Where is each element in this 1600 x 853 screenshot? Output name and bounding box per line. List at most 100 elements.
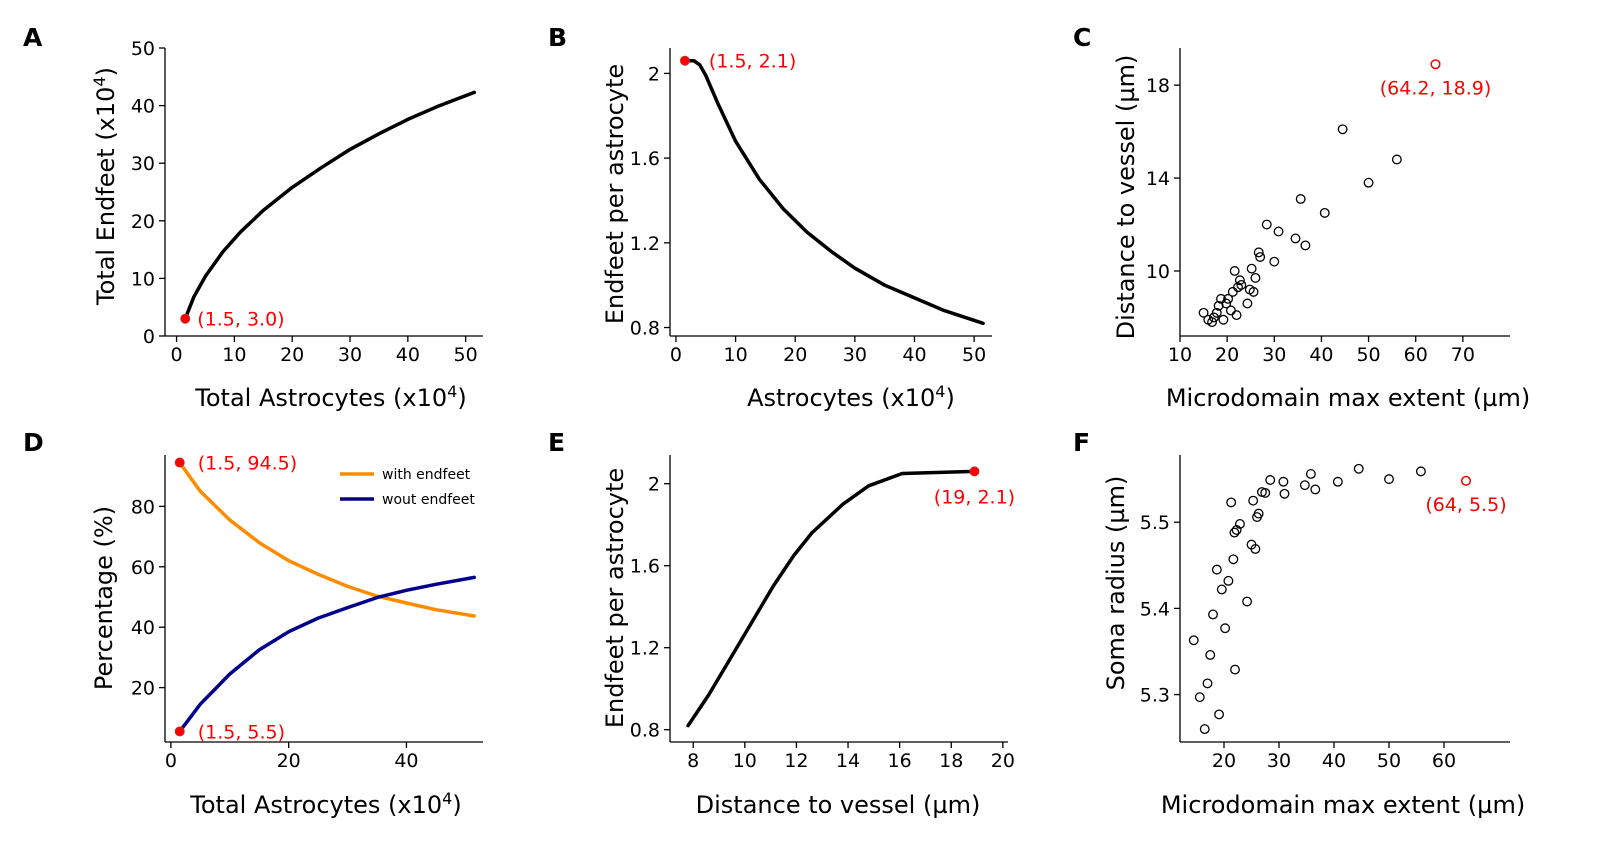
scatter-point-f bbox=[1242, 596, 1253, 607]
scatter-point-c bbox=[1253, 247, 1264, 258]
highlight-label-c: (64.2, 18.9) bbox=[1380, 77, 1492, 99]
x-tick-label-c: 70 bbox=[1451, 344, 1475, 366]
scatter-point-f bbox=[1214, 709, 1225, 720]
x-tick-label-b: 30 bbox=[843, 344, 867, 366]
x-tick-label-f: 30 bbox=[1267, 750, 1291, 772]
scatter-point-f bbox=[1199, 724, 1210, 735]
scatter-point-f bbox=[1310, 484, 1321, 495]
x-tick-label-d: 20 bbox=[277, 750, 301, 772]
x-tick-label-e: 16 bbox=[888, 750, 912, 772]
x-tick-label-d: 40 bbox=[394, 750, 418, 772]
scatter-point-f bbox=[1228, 554, 1239, 565]
x-tick-label-b: 10 bbox=[723, 344, 747, 366]
x-tick-label-c: 50 bbox=[1356, 344, 1380, 366]
scatter-point-c bbox=[1273, 226, 1284, 237]
highlight-label-d: (1.5, 5.5) bbox=[198, 721, 285, 743]
x-tick-label-b: 0 bbox=[670, 344, 682, 366]
x-tick-label-c: 60 bbox=[1404, 344, 1428, 366]
x-tick-label-e: 8 bbox=[687, 750, 699, 772]
scatter-point-c bbox=[1248, 286, 1259, 297]
scatter-point-c bbox=[1211, 307, 1222, 318]
x-tick-label-b: 50 bbox=[962, 344, 986, 366]
y-tick-label-a: 10 bbox=[131, 268, 155, 290]
x-tick-label-b: 40 bbox=[902, 344, 926, 366]
panel-f-plot: 20 30 40 50 60 5.3 5.4 5.5 (64, 5.5) bbox=[1140, 455, 1510, 772]
highlight-point-c bbox=[1430, 59, 1441, 70]
scatter-point-c bbox=[1207, 317, 1218, 328]
legend-label-with-endfeet: with endfeet bbox=[382, 467, 471, 483]
highlight-point-b bbox=[679, 55, 690, 66]
y-tick-label-f: 5.3 bbox=[1140, 685, 1170, 707]
scatter-point-c bbox=[1242, 298, 1253, 309]
panel-a-plot: 0 10 20 30 40 50 0 10 20 30 40 50 (1.5, 3.0) bbox=[131, 38, 483, 366]
y-axis-title-c: Distance to vessel (µm) bbox=[1112, 55, 1140, 340]
y-tick-label-a: 0 bbox=[143, 326, 155, 348]
x-axis-title-f: Microdomain max extent (µm) bbox=[1161, 791, 1525, 819]
x-tick-label-f: 40 bbox=[1322, 750, 1346, 772]
y-tick-label-c: 10 bbox=[1146, 261, 1170, 283]
scatter-point-c bbox=[1223, 293, 1234, 304]
scatter-point-c bbox=[1227, 286, 1238, 297]
scatter-point-f bbox=[1332, 476, 1343, 487]
x-tick-label-b: 20 bbox=[783, 344, 807, 366]
scatter-point-f bbox=[1226, 497, 1237, 508]
panel-b-plot: 0 10 20 30 40 50 0.8 1.2 1.6 2 (1.5, 2.1) bbox=[630, 48, 992, 366]
panel-c-plot: 10 20 30 40 50 60 70 10 14 18 (64.2, 18.9) bbox=[1146, 48, 1510, 366]
x-axis-title-e: Distance to vessel (µm) bbox=[696, 791, 981, 819]
y-tick-label-b: 0.8 bbox=[630, 318, 660, 340]
panel-letter-a: A bbox=[23, 23, 43, 52]
scatter-point-f bbox=[1229, 527, 1240, 538]
x-tick-label-a: 50 bbox=[454, 344, 478, 366]
scatter-point-c bbox=[1198, 307, 1209, 318]
scatter-point-f bbox=[1216, 584, 1227, 595]
series-line-a bbox=[183, 90, 477, 321]
x-tick-label-c: 40 bbox=[1309, 344, 1333, 366]
x-tick-label-e: 18 bbox=[939, 750, 963, 772]
y-tick-label-d: 20 bbox=[131, 678, 155, 700]
scatter-point-f bbox=[1260, 487, 1271, 498]
highlight-point-d bbox=[174, 457, 185, 468]
x-tick-label-a: 30 bbox=[338, 344, 362, 366]
x-tick-label-a: 10 bbox=[222, 344, 246, 366]
scatter-point-c bbox=[1236, 279, 1247, 290]
scatter-point-f bbox=[1384, 474, 1394, 485]
y-tick-label-b: 2 bbox=[648, 63, 660, 85]
highlight-point-f bbox=[1460, 475, 1472, 486]
panel-letter-f: F bbox=[1073, 428, 1090, 457]
scatter-point-c bbox=[1391, 154, 1402, 165]
scatter-point-f bbox=[1230, 664, 1240, 675]
x-tick-label-d: 0 bbox=[165, 750, 177, 772]
x-axis-title-b: Astrocytes (x104) bbox=[747, 382, 955, 412]
scatter-point-c bbox=[1255, 252, 1266, 262]
scatter-point-f bbox=[1278, 476, 1289, 487]
x-tick-label-e: 10 bbox=[733, 750, 757, 772]
y-tick-label-b: 1.2 bbox=[630, 233, 660, 255]
series-line-b bbox=[683, 58, 985, 326]
y-tick-label-d: 80 bbox=[131, 496, 155, 518]
y-axis-title-a: Total Endfeet (x104) bbox=[90, 67, 120, 306]
scatter-point-c bbox=[1295, 194, 1306, 204]
scatter-point-f bbox=[1253, 508, 1264, 519]
y-axis-title-f: Soma radius (µm) bbox=[1102, 476, 1130, 691]
scatter-point-f bbox=[1265, 475, 1276, 485]
x-axis-title-d: Total Astrocytes (x104) bbox=[189, 789, 461, 819]
scatter-point-f bbox=[1211, 564, 1222, 575]
panel-e-plot: 8 10 12 14 16 18 20 0.8 1.2 1.6 2 (19, 2.1) bbox=[630, 455, 1015, 772]
x-tick-label-a: 40 bbox=[396, 344, 420, 366]
scatter-point-c bbox=[1229, 266, 1240, 276]
highlight-label-e: (19, 2.1) bbox=[934, 486, 1015, 508]
x-tick-label-e: 14 bbox=[836, 750, 860, 772]
highlight-label-b: (1.5, 2.1) bbox=[709, 51, 796, 73]
scatter-point-f bbox=[1194, 692, 1205, 703]
y-tick-label-a: 50 bbox=[131, 38, 155, 60]
highlight-label-a: (1.5, 3.0) bbox=[197, 309, 284, 331]
x-axis-title-a: Total Astrocytes (x104) bbox=[194, 382, 466, 412]
x-tick-label-f: 20 bbox=[1212, 750, 1236, 772]
y-tick-label-d: 40 bbox=[131, 617, 155, 639]
scatter-point-f bbox=[1305, 469, 1316, 479]
highlight-point-a bbox=[180, 313, 191, 324]
y-tick-label-b: 1.6 bbox=[630, 148, 660, 170]
series-line-e bbox=[686, 469, 977, 728]
scatter-point-c bbox=[1290, 233, 1301, 244]
scatter-point-f bbox=[1279, 488, 1290, 499]
